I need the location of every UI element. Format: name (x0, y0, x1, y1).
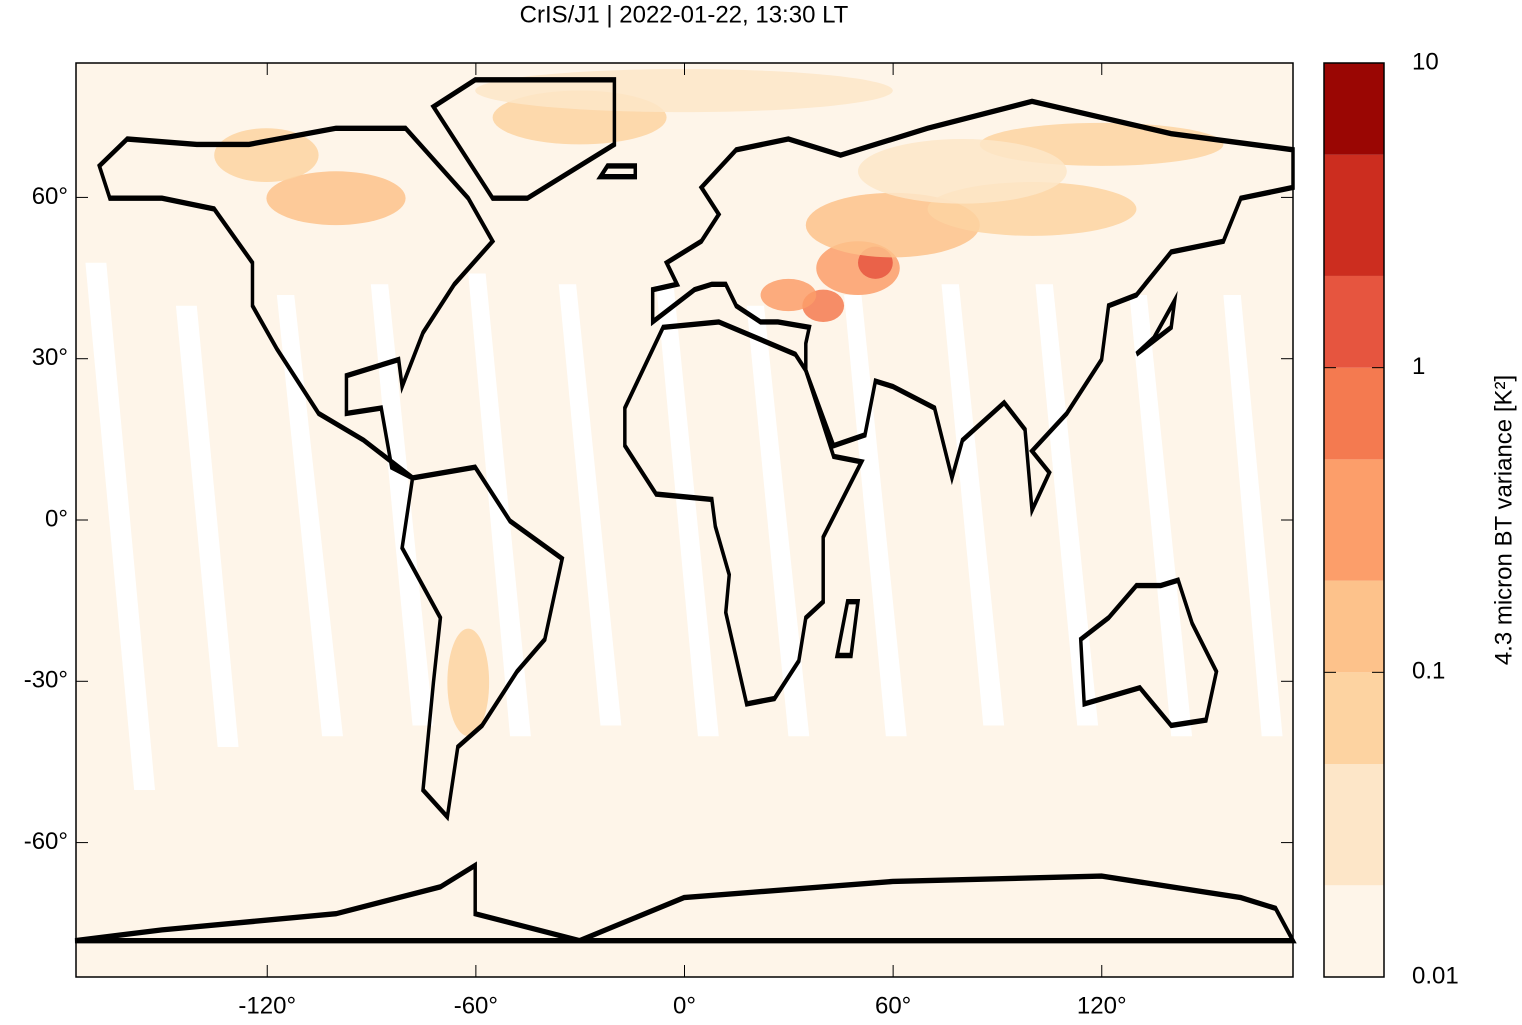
chart-title: CrIS/J1 | 2022-01-22, 13:30 LT (520, 1, 849, 28)
heat-patches (214, 69, 1224, 737)
y-tick-label: 60° (32, 183, 68, 210)
coastlines (74, 77, 1297, 944)
colorbar-tick-label: 0.01 (1412, 962, 1459, 989)
y-tick-label: -60° (24, 828, 68, 855)
colorbar-band (1324, 672, 1384, 765)
colorbar-tick-label: 10 (1412, 48, 1439, 75)
heat-patch (760, 278, 817, 312)
data-gaps (85, 262, 1283, 790)
x-tick-label: 120° (1077, 992, 1127, 1019)
y-tick-label: 30° (32, 344, 68, 371)
colorbar-band (1324, 154, 1384, 276)
geography (74, 69, 1297, 944)
colorbar-band (1324, 580, 1384, 673)
colorbar-band (1324, 459, 1384, 581)
colorbar-band (1324, 764, 1384, 886)
colorbar-band (1324, 63, 1384, 155)
x-tick-label: -120° (238, 992, 296, 1019)
x-tick-label: 0° (673, 992, 696, 1019)
colorbar-band (1324, 275, 1384, 368)
y-tick-label: 0° (45, 505, 68, 532)
y-tick-label: -30° (24, 667, 68, 694)
colorbar-band (1324, 885, 1384, 977)
heat-patch (475, 69, 893, 113)
heat-patch (266, 171, 406, 226)
colorbar-tick-label: 1 (1412, 353, 1425, 380)
colorbar: 0.01 0.1 1 10 4.3 micron BT variance [K²] (1323, 48, 1517, 989)
colorbar-frame (1323, 62, 1385, 978)
axes: -120° -60° 0° 60° 120° -60° -30° 0° 30° 60° (24, 62, 1294, 1019)
x-tick-label: 60° (875, 992, 911, 1019)
heat-patch (858, 139, 1067, 204)
colorbar-band (1324, 367, 1384, 460)
x-tick-label: -60° (454, 992, 498, 1019)
heat-patch (447, 628, 490, 737)
colorbar-label: 4.3 micron BT variance [K²] (1490, 375, 1517, 665)
colorbar-tick-label: 0.1 (1412, 658, 1445, 685)
